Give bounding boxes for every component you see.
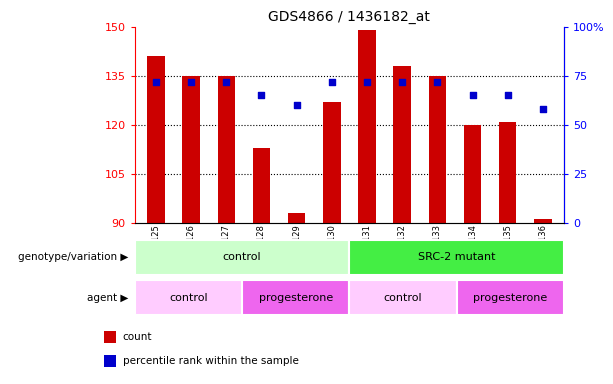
Bar [323,102,341,223]
Bar [218,76,235,223]
Point [432,79,442,85]
Bar [349,240,564,275]
Point [151,79,161,85]
Text: percentile rank within the sample: percentile rank within the sample [123,356,299,366]
Bar [253,148,270,223]
Text: control: control [223,252,262,262]
Bar [358,30,376,223]
Point [538,106,548,112]
Bar [394,66,411,223]
Bar [182,76,200,223]
Text: SRC-2 mutant: SRC-2 mutant [418,252,495,262]
Text: count: count [123,332,152,342]
Bar [463,125,481,223]
Point [327,79,337,85]
Point [468,92,478,98]
Bar [534,220,552,223]
Text: progesterone: progesterone [473,293,547,303]
Bar [104,355,116,367]
Bar [242,280,349,315]
Bar [349,280,457,315]
Bar [135,240,349,275]
Text: genotype/variation ▶: genotype/variation ▶ [18,252,129,262]
Point [221,79,231,85]
Title: GDS4866 / 1436182_at: GDS4866 / 1436182_at [268,10,430,25]
Point [186,79,196,85]
Bar [104,331,116,343]
Point [257,92,267,98]
Text: control: control [169,293,208,303]
Text: agent ▶: agent ▶ [88,293,129,303]
Point [397,79,407,85]
Bar [457,280,564,315]
Point [292,102,302,108]
Bar [288,213,305,223]
Point [362,79,372,85]
Bar [428,76,446,223]
Point [503,92,512,98]
Text: progesterone: progesterone [259,293,333,303]
Bar [147,56,165,223]
Bar [499,121,517,223]
Text: control: control [384,293,422,303]
Bar [135,280,242,315]
